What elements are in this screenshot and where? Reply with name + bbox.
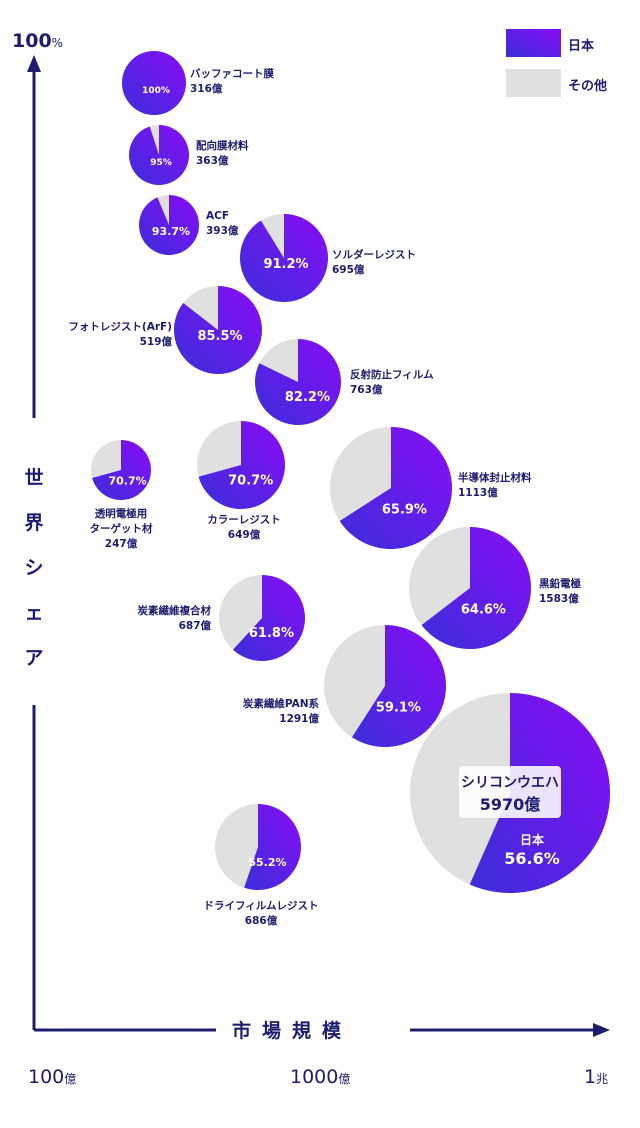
item-market: 393億 — [206, 224, 239, 237]
pie-japan-slice — [255, 338, 342, 425]
legend-label-other: その他 — [568, 79, 608, 94]
pie-japan-slice — [92, 440, 152, 500]
bubble-4: 85.5% フォトレジスト(ArF) 519億 — [68, 286, 262, 374]
share-label: 82.2% — [285, 390, 330, 405]
x-tick-100oku: 100億 — [28, 1066, 77, 1088]
y-axis-arrow — [27, 55, 41, 72]
item-market: 363億 — [196, 154, 229, 167]
item-market: 649億 — [228, 528, 261, 541]
x-tick-1000oku: 1000億 — [290, 1066, 351, 1088]
item-name: 炭素繊維PAN系 — [243, 697, 320, 710]
x-tick-1cho: 1兆 — [584, 1066, 609, 1088]
x-axis-title: 市場規模 — [232, 1020, 353, 1042]
legend-swatch-other — [506, 69, 561, 97]
item-name: バッファコート膜 — [190, 67, 274, 80]
item-market: 1113億 — [458, 486, 498, 499]
item-market: 519億 — [140, 335, 173, 348]
item-name: カラーレジスト — [207, 514, 281, 526]
pie-japan-slice — [129, 125, 190, 186]
callout-box — [459, 766, 561, 818]
x-axis-arrow — [593, 1023, 610, 1037]
item-name: ドライフィルムレジスト — [203, 900, 318, 912]
item-market: 763億 — [350, 383, 383, 396]
item-name: フォトレジスト(ArF) — [68, 321, 172, 333]
item-name: 透明電極用 — [95, 507, 148, 520]
item-name: 配向膜材料 — [196, 139, 249, 152]
pie-japan-slice — [122, 51, 186, 115]
legend-swatch-japan — [506, 29, 561, 57]
share-label: 65.9% — [382, 502, 427, 517]
legend-label-japan: 日本 — [568, 39, 595, 54]
share-label: 85.5% — [197, 329, 242, 344]
y-axis-title: 世界シェア — [24, 467, 44, 669]
pie-japan-slice — [351, 625, 446, 747]
share-label: 59.1% — [376, 700, 421, 715]
item-name: 炭素繊維複合材 — [138, 604, 212, 617]
share-label: 70.7% — [228, 473, 273, 488]
item-market: 5970億 — [480, 795, 541, 814]
share-prefix: 日本 — [520, 832, 544, 847]
bubble-5: 82.2% 反射防止フィルム 763億 — [255, 338, 434, 425]
item-name: シリコンウエハ — [461, 775, 559, 791]
pie-japan-slice — [173, 286, 262, 374]
item-name: 黒鉛電極 — [539, 577, 581, 590]
share-label: 95% — [150, 158, 172, 168]
bubble-2: 93.7% ACF 393億 — [138, 195, 239, 256]
item-name: 反射防止フィルム — [350, 368, 434, 381]
item-market: 247億 — [105, 537, 138, 550]
pie-japan-slice — [232, 575, 306, 662]
bubble-7: 70.7% カラーレジスト 649億 — [197, 421, 286, 541]
bubble-13: 55.2% ドライフィルムレジスト 686億 — [203, 804, 319, 927]
item-name: ACF — [206, 210, 229, 222]
bubble-8: 65.9% 半導体封止材料 1113億 — [330, 427, 532, 549]
pie-japan-slice — [421, 527, 532, 650]
pie-japan-slice — [138, 195, 199, 256]
share-label: 61.8% — [249, 626, 294, 641]
item-market: 695億 — [332, 263, 365, 276]
share-label: 56.6% — [504, 849, 560, 868]
item-name: 半導体封止材料 — [458, 471, 532, 484]
share-label: 70.7% — [109, 475, 147, 488]
bubble-1: 95% 配向膜材料 363億 — [129, 125, 249, 186]
item-market: 1583億 — [539, 592, 579, 605]
share-label: 93.7% — [152, 225, 190, 238]
share-label: 91.2% — [263, 257, 308, 272]
bubble-3: 91.2% ソルダーレジスト 695億 — [240, 214, 416, 303]
bubble-0: 100% バッファコート膜 316億 — [122, 51, 274, 115]
share-label: 100% — [142, 86, 170, 96]
share-label: 64.6% — [461, 602, 506, 617]
item-name: ソルダーレジスト — [332, 248, 416, 261]
item-market: 1291億 — [279, 712, 319, 725]
item-market: 686億 — [245, 914, 278, 927]
pie-japan-slice — [244, 804, 301, 890]
bubble-11: 59.1% 炭素繊維PAN系 1291億 — [243, 625, 446, 747]
item-name: ターゲット材 — [90, 522, 153, 535]
item-market: 316億 — [190, 82, 223, 95]
pie-japan-slice — [198, 421, 286, 510]
share-label: 55.2% — [248, 856, 286, 869]
pie-japan-slice — [339, 427, 452, 549]
item-market: 687億 — [179, 619, 212, 632]
bubble-10: 61.8% 炭素繊維複合材 687億 — [138, 575, 306, 662]
pie-japan-slice — [240, 214, 329, 303]
y-axis-top-label: 100% — [12, 30, 64, 52]
bubble-9: 64.6% 黒鉛電極 1583億 — [409, 527, 581, 650]
